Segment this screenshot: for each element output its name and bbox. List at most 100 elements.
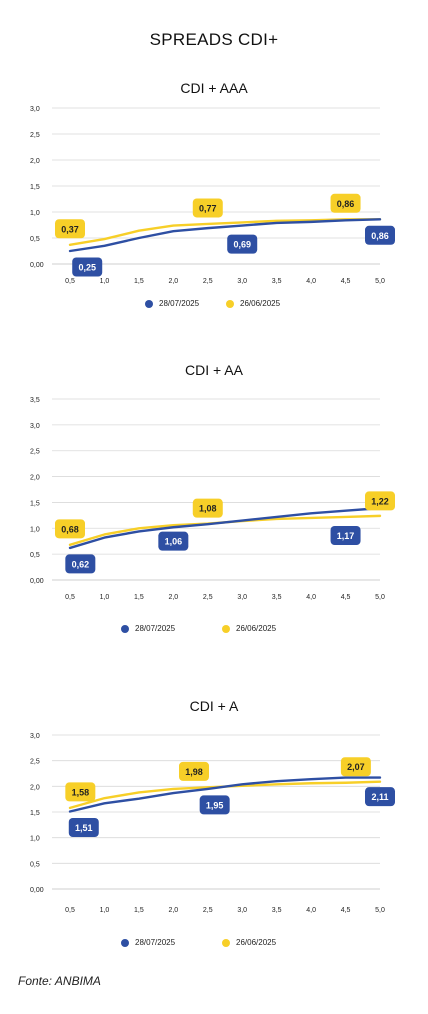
chart-cdi-aaa-plot: 0,00 0,5 1,0 1,5 2,0 2,5 3,0 0,5 1,0 1,5 2,0 2,5 3,0…	[30, 106, 395, 285]
data-label-box	[340, 757, 371, 777]
x-tick-label: 3,5	[272, 594, 282, 601]
chart-cdi-a-plot: 0,00 0,5 1,0 1,5 2,0 2,5 3,0 0,5 1,0 1,5 2,0 2,5 3,0…	[30, 733, 395, 914]
data-label-box	[365, 787, 395, 807]
data-label-text: 2,11	[371, 792, 388, 802]
data-label: 2,11	[365, 787, 395, 807]
chart-cdi-aa-plot: 0,00 0,5 1,0 1,5 2,0 2,5 3,0 3,5 0,5 1,0 1,5 2,0 2,5…	[30, 397, 395, 601]
y-tick-label: 0,5	[30, 236, 40, 243]
y-tick-label: 0,00	[30, 578, 44, 585]
y-tick-label: 3,0	[30, 106, 40, 113]
data-label-box	[365, 491, 395, 511]
data-label-text: 0,77	[199, 203, 217, 213]
chart-title: CDI + AAA	[180, 80, 248, 96]
data-label: 1,95	[199, 795, 230, 815]
legend-dot-blue	[145, 299, 153, 308]
data-label-box	[68, 817, 99, 837]
data-label-text: 1,22	[371, 496, 389, 506]
y-tick-label: 0,5	[30, 552, 40, 559]
y-tick-label: 3,0	[30, 733, 40, 740]
data-label: 0,25	[72, 257, 103, 277]
data-label-box	[158, 531, 189, 551]
y-tick-label: 1,5	[30, 500, 40, 507]
legend-dot-yellow	[222, 938, 230, 947]
data-label: 1,17	[330, 525, 361, 545]
x-tick-label: 3,0	[237, 278, 247, 285]
x-tick-label: 4,5	[341, 594, 351, 601]
x-tick-label: 2,5	[203, 907, 213, 914]
data-label-text: 0,69	[233, 240, 251, 250]
legend-dot-blue	[121, 624, 129, 633]
data-label-box	[365, 225, 395, 245]
x-tick-label: 2,5	[203, 278, 213, 285]
legend-item-series-1: 28/07/2025	[121, 938, 175, 947]
legend-label: 28/07/2025	[135, 624, 176, 633]
legend-label: 28/07/2025	[135, 938, 176, 947]
data-label-text: 1,95	[206, 800, 224, 810]
x-tick-label: 4,0	[306, 907, 316, 914]
x-tick-label: 2,5	[203, 594, 213, 601]
data-label: 0,69	[227, 234, 258, 254]
data-label-text: 1,06	[165, 537, 183, 547]
legend-label: 26/06/2025	[236, 624, 277, 633]
data-label: 1,51	[68, 817, 99, 837]
y-tick-label: 1,0	[30, 526, 40, 533]
data-label: 1,08	[192, 498, 223, 518]
legend-item-series-2: 26/06/2025	[222, 938, 276, 947]
data-label-text: 0,68	[61, 524, 79, 534]
data-label-text: 0,86	[337, 199, 355, 209]
y-tick-label: 1,0	[30, 210, 40, 217]
legend-dot-blue	[121, 938, 129, 947]
data-label: 0,77	[192, 198, 223, 218]
data-label-box	[330, 525, 361, 545]
x-tick-label: 5,0	[375, 907, 385, 914]
data-label-text: 1,17	[337, 531, 355, 541]
data-label-text: 0,37	[61, 224, 79, 234]
data-label-box	[330, 193, 361, 213]
y-tick-label: 1,5	[30, 184, 40, 191]
x-tick-label: 1,0	[100, 594, 110, 601]
data-label-box	[72, 257, 103, 277]
data-label: 0,62	[65, 554, 96, 574]
x-tick-label: 1,5	[134, 907, 144, 914]
x-tick-label: 2,0	[168, 594, 178, 601]
x-tick-label: 3,0	[237, 907, 247, 914]
data-label: 1,98	[179, 761, 209, 781]
x-tick-label: 0,5	[65, 594, 75, 601]
y-tick-label: 0,00	[30, 887, 44, 894]
data-label-text: 0,62	[72, 559, 90, 569]
data-label-box	[55, 519, 85, 539]
y-tick-label: 1,5	[30, 810, 40, 817]
series-line-blue	[68, 776, 382, 813]
x-tick-label: 0,5	[65, 278, 75, 285]
page-title: SPREADS CDI+	[149, 30, 279, 49]
y-tick-label: 2,0	[30, 158, 40, 165]
data-label: 0,86	[330, 193, 361, 213]
y-tick-label: 2,5	[30, 449, 40, 456]
x-tick-label: 3,0	[237, 594, 247, 601]
y-tick-label: 1,0	[30, 836, 40, 843]
chart-title: CDI + A	[189, 698, 239, 714]
chart-legend: 28/07/2025 26/06/2025	[0, 299, 428, 315]
chart-legend: 28/07/2025 26/06/2025	[0, 624, 428, 640]
legend-label: 26/06/2025	[240, 299, 281, 308]
x-tick-label: 1,5	[134, 594, 144, 601]
legend-label: 28/07/2025	[159, 299, 200, 308]
data-label-text: 0,25	[78, 263, 96, 273]
x-tick-label: 3,5	[272, 907, 282, 914]
y-tick-label: 0,5	[30, 861, 40, 868]
chart-title: CDI + AA	[185, 362, 243, 378]
data-label-text: 0,86	[371, 231, 389, 241]
data-label-text: 1,98	[185, 767, 203, 777]
y-tick-label: 2,5	[30, 132, 40, 139]
data-label: 1,22	[365, 491, 395, 511]
data-label-box	[199, 795, 230, 815]
legend-item-series-2: 26/06/2025	[226, 299, 280, 308]
data-label-box	[65, 554, 96, 574]
series-line-blue	[68, 506, 382, 550]
data-label: 1,06	[158, 531, 189, 551]
y-tick-label: 2,0	[30, 784, 40, 791]
x-tick-label: 4,5	[341, 278, 351, 285]
data-label-box	[192, 498, 223, 518]
source-note: Fonte: ANBIMA	[18, 974, 101, 988]
legend-dot-yellow	[226, 299, 234, 308]
